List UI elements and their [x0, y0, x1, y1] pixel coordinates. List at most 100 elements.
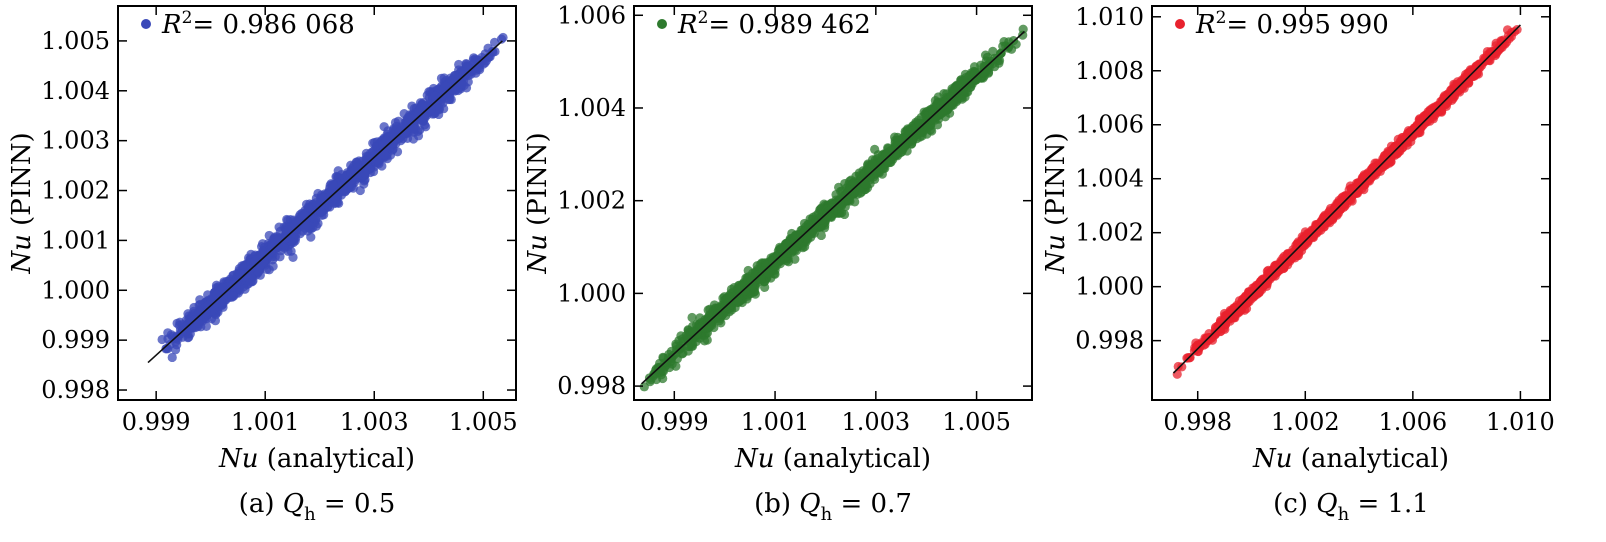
data-point	[688, 327, 698, 337]
data-point	[914, 119, 924, 129]
data-point	[1252, 287, 1263, 297]
data-point	[969, 62, 980, 72]
data-point	[756, 275, 766, 285]
x-tick-label: 1.003	[841, 408, 910, 436]
data-point	[1349, 185, 1359, 195]
data-point	[407, 101, 417, 111]
data-point	[816, 230, 826, 241]
data-point	[683, 335, 693, 345]
y-tick-label: 1.010	[1075, 3, 1144, 31]
y-tick-label: 1.000	[41, 276, 110, 304]
data-point	[1393, 134, 1403, 144]
x-tick-label: 0.999	[122, 408, 191, 436]
data-point	[282, 214, 292, 225]
y-tick-label: 1.004	[557, 94, 626, 122]
y-tick-label: 0.999	[41, 326, 110, 354]
data-point	[414, 107, 424, 117]
y-axis-label: Nu (PINN)	[523, 132, 553, 274]
data-point	[1459, 74, 1469, 84]
data-point	[881, 155, 891, 165]
data-point	[864, 167, 874, 177]
data-point	[1401, 133, 1411, 144]
fit-line	[641, 30, 1025, 385]
data-point	[1507, 27, 1517, 38]
data-point	[639, 382, 649, 392]
data-point	[860, 179, 870, 189]
data-point	[1233, 306, 1244, 316]
data-point	[687, 312, 697, 323]
plot-frame	[117, 5, 517, 401]
y-tick-label: 1.002	[557, 187, 626, 215]
y-tick-label: 1.000	[1075, 273, 1144, 301]
data-point	[303, 202, 313, 212]
data-point	[480, 58, 490, 68]
data-point	[183, 309, 193, 319]
data-point	[923, 123, 933, 133]
x-tick-label: 1.006	[1378, 408, 1447, 436]
data-point	[267, 242, 277, 252]
data-point	[957, 94, 967, 104]
panel-caption: (a) Qh = 0.5	[239, 489, 396, 525]
data-point	[319, 192, 329, 203]
data-point	[283, 225, 293, 236]
data-point	[328, 180, 338, 190]
data-point	[699, 323, 709, 333]
data-point	[300, 223, 310, 233]
data-point	[649, 371, 659, 381]
data-point	[291, 216, 301, 227]
data-point	[203, 300, 213, 310]
data-point	[763, 268, 773, 278]
y-axis-label: Nu (PINN)	[7, 132, 37, 274]
x-tick-label: 1.003	[340, 408, 409, 436]
y-tick-label: 1.002	[1075, 219, 1144, 247]
y-tick-label: 1.002	[41, 177, 110, 205]
data-point	[378, 140, 388, 150]
data-point	[456, 79, 466, 89]
data-point	[868, 159, 878, 169]
plot-frame	[633, 5, 1033, 401]
panel-caption: (b) Qh = 0.7	[754, 489, 912, 525]
data-point	[678, 348, 688, 358]
data-point	[1200, 339, 1210, 349]
data-point	[699, 336, 710, 346]
x-tick-label: 1.005	[942, 408, 1011, 436]
data-point	[361, 162, 371, 172]
data-point	[258, 239, 268, 249]
fit-line	[147, 40, 503, 364]
data-point	[740, 286, 750, 296]
data-point	[463, 63, 474, 74]
data-point	[436, 73, 447, 83]
data-point	[355, 185, 365, 196]
data-point	[776, 243, 786, 253]
data-point	[403, 113, 413, 123]
scatter-points	[1172, 24, 1522, 379]
data-point	[1358, 172, 1368, 182]
data-point	[193, 318, 203, 328]
y-tick-label: 1.004	[1075, 165, 1144, 193]
legend-label: R2= 0.989 462	[677, 8, 871, 40]
legend: R2= 0.995 990	[1175, 8, 1389, 40]
data-point	[218, 302, 228, 312]
data-point	[933, 92, 943, 102]
x-tick-label: 1.002	[1271, 408, 1340, 436]
data-point	[458, 70, 468, 80]
data-point	[421, 122, 431, 132]
data-point	[1265, 274, 1275, 284]
data-point	[1182, 353, 1192, 363]
data-point	[746, 276, 756, 286]
data-point	[748, 268, 758, 278]
legend-marker	[141, 19, 151, 29]
legend: R2= 0.986 068	[141, 8, 355, 40]
data-point	[946, 92, 956, 102]
data-point	[311, 221, 321, 231]
data-point	[1407, 126, 1417, 136]
data-point	[275, 252, 285, 262]
y-tick-label: 0.998	[41, 376, 110, 404]
data-point	[893, 132, 903, 142]
data-point	[1018, 24, 1028, 34]
data-point	[483, 43, 493, 53]
y-tick-label: 1.001	[41, 226, 110, 254]
data-point	[930, 115, 940, 125]
plot-frame	[1151, 5, 1551, 401]
